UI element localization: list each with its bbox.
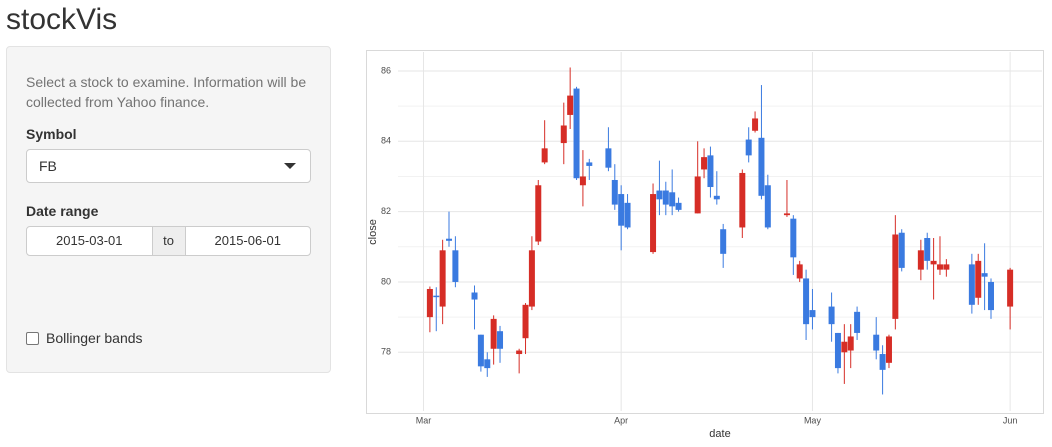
- candle-body: [586, 162, 593, 166]
- candle-body: [579, 176, 586, 186]
- candle-body: [477, 334, 484, 367]
- candle-body: [618, 194, 625, 226]
- symbol-label: Symbol: [26, 126, 77, 142]
- candle-body: [426, 288, 433, 318]
- candle-body: [567, 95, 574, 115]
- checkbox[interactable]: [26, 331, 39, 345]
- y-tick-label: 82: [381, 206, 391, 216]
- candle-body: [439, 250, 446, 307]
- x-tick-label: Jun: [1003, 415, 1018, 425]
- candle-body: [484, 359, 491, 369]
- candle-body: [803, 278, 810, 325]
- candle-body: [930, 260, 937, 265]
- candle-body: [560, 125, 567, 144]
- x-axis-title: date: [709, 428, 730, 440]
- candle-body: [847, 336, 854, 351]
- candle-body: [975, 260, 982, 298]
- candle-body: [707, 155, 714, 188]
- x-tick-label: Apr: [614, 415, 628, 425]
- candle-body: [497, 331, 504, 349]
- candle-body: [854, 311, 861, 333]
- y-tick-label: 86: [381, 65, 391, 75]
- plot-frame: [366, 50, 1044, 414]
- candle-body: [924, 238, 931, 261]
- candle-body: [892, 234, 899, 319]
- candle-body: [522, 304, 529, 339]
- dropdown-caret: [284, 163, 296, 169]
- candle-body: [841, 341, 848, 353]
- help-text: Select a stock to examine. Information w…: [26, 74, 307, 110]
- sidebar: Select a stock to examine. Information w…: [6, 46, 331, 373]
- candle-body: [446, 238, 453, 241]
- date-end[interactable]: 2015-06-01: [184, 226, 311, 256]
- candle-body: [573, 88, 580, 179]
- candle-body: [452, 250, 459, 282]
- date-range: 2015-03-01 to 2015-06-01: [26, 226, 311, 256]
- date-range-label: Date range: [26, 203, 99, 219]
- candle-body: [828, 306, 835, 325]
- candle-body: [834, 332, 841, 369]
- candle-body: [968, 264, 975, 305]
- candle-body: [752, 118, 759, 131]
- candle-body: [879, 354, 886, 370]
- candle-body: [490, 318, 497, 349]
- candle-body: [720, 229, 727, 254]
- candle-body: [943, 264, 950, 270]
- candle-body: [669, 192, 676, 207]
- candle-body: [745, 139, 752, 156]
- app-title: stockVis: [6, 3, 118, 36]
- candle-body: [885, 336, 892, 363]
- candle-body: [764, 185, 771, 228]
- date-sep: to: [152, 226, 185, 256]
- candle-body: [535, 185, 542, 242]
- checkbox-label: Bollinger bands: [46, 330, 143, 346]
- y-tick-label: 80: [381, 276, 391, 286]
- candle-body: [873, 334, 880, 351]
- candle-body: [656, 190, 663, 200]
- candle-body: [981, 273, 988, 277]
- candle-body: [783, 213, 790, 216]
- candle-body: [516, 350, 523, 355]
- y-tick-label: 78: [381, 347, 391, 357]
- candle-body: [987, 281, 994, 311]
- candle-body: [758, 137, 765, 196]
- candle-body: [796, 264, 803, 279]
- candle-body: [605, 148, 612, 168]
- symbol-select[interactable]: FB: [26, 149, 311, 183]
- candle-body: [790, 218, 797, 258]
- candle-body: [917, 250, 924, 270]
- candle-body: [694, 176, 701, 214]
- candle-body: [739, 172, 746, 228]
- candle-body: [713, 195, 720, 200]
- candle-body: [611, 179, 618, 205]
- candle-body: [898, 232, 905, 268]
- y-tick-label: 84: [381, 136, 391, 146]
- bollinger-option[interactable]: Bollinger bands: [26, 330, 311, 346]
- candle-body: [528, 250, 535, 307]
- x-tick-label: May: [804, 415, 822, 425]
- candle-body: [624, 202, 631, 228]
- candle-body: [662, 190, 669, 205]
- candle-body: [471, 292, 478, 300]
- candle-body: [701, 157, 708, 170]
- candle-body: [433, 295, 440, 298]
- date-start[interactable]: 2015-03-01: [26, 226, 153, 256]
- candle-body: [650, 194, 657, 253]
- symbol-value: FB: [39, 158, 57, 174]
- candle-body: [1007, 269, 1014, 307]
- candle-body: [936, 264, 943, 270]
- x-tick-label: Mar: [416, 415, 432, 425]
- y-axis-title: close: [367, 219, 379, 245]
- candle-body: [675, 202, 682, 210]
- candle-body: [541, 148, 548, 163]
- candle-body: [809, 310, 816, 318]
